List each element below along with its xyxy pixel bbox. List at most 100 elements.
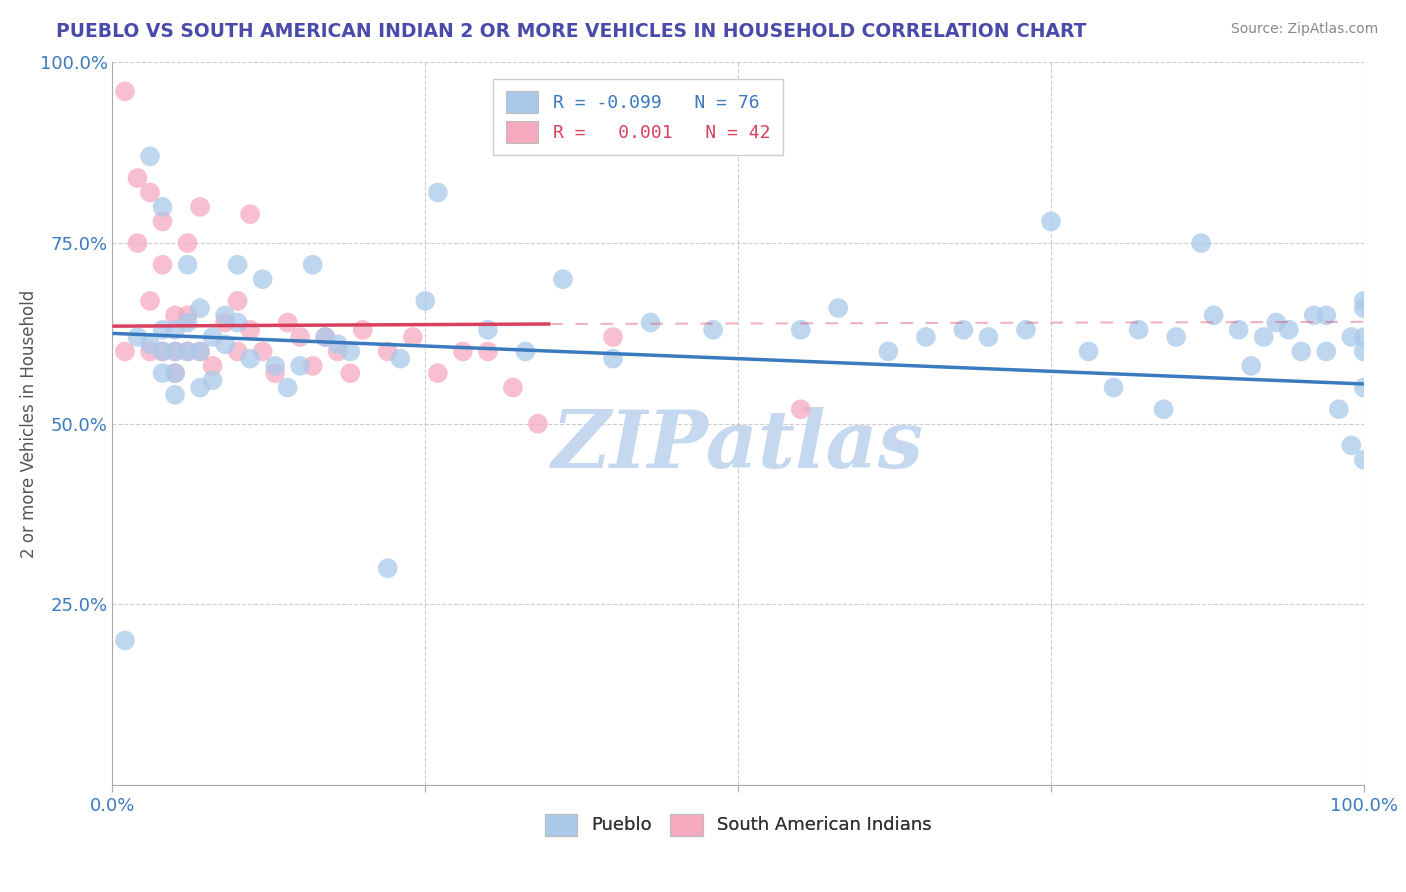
Point	[188, 344, 211, 359]
Point	[188, 301, 211, 315]
Point	[163, 366, 186, 380]
Point	[352, 323, 374, 337]
Point	[188, 380, 211, 394]
Point	[1291, 344, 1313, 359]
Point	[163, 388, 186, 402]
Point	[477, 344, 499, 359]
Point	[127, 171, 149, 186]
Point	[201, 373, 224, 387]
Point	[139, 149, 162, 163]
Point	[139, 293, 162, 308]
Point	[188, 200, 211, 214]
Point	[1202, 308, 1225, 322]
Point	[1227, 323, 1250, 337]
Text: Source: ZipAtlas.com: Source: ZipAtlas.com	[1230, 22, 1378, 37]
Y-axis label: 2 or more Vehicles in Household: 2 or more Vehicles in Household	[20, 290, 38, 558]
Point	[1315, 344, 1337, 359]
Point	[502, 380, 524, 394]
Point	[264, 359, 287, 373]
Point	[127, 235, 149, 250]
Point	[326, 337, 349, 351]
Point	[252, 272, 274, 286]
Point	[339, 366, 361, 380]
Point	[188, 344, 211, 359]
Point	[1102, 380, 1125, 394]
Point	[239, 351, 262, 366]
Point	[152, 200, 174, 214]
Point	[152, 323, 174, 337]
Point	[226, 293, 249, 308]
Point	[176, 344, 198, 359]
Point	[1164, 330, 1187, 344]
Point	[451, 344, 474, 359]
Point	[827, 301, 849, 315]
Point	[1128, 323, 1150, 337]
Point	[1189, 235, 1212, 250]
Point	[602, 351, 624, 366]
Point	[1340, 438, 1362, 452]
Point	[1253, 330, 1275, 344]
Point	[264, 366, 287, 380]
Point	[152, 258, 174, 272]
Point	[527, 417, 550, 431]
Point	[426, 366, 449, 380]
Point	[176, 344, 198, 359]
Point	[1353, 380, 1375, 394]
Point	[152, 366, 174, 380]
Point	[877, 344, 900, 359]
Point	[127, 330, 149, 344]
Point	[163, 308, 186, 322]
Point	[515, 344, 537, 359]
Point	[214, 308, 236, 322]
Point	[176, 258, 198, 272]
Point	[201, 359, 224, 373]
Point	[952, 323, 974, 337]
Point	[314, 330, 336, 344]
Point	[277, 316, 299, 330]
Point	[163, 344, 186, 359]
Point	[226, 316, 249, 330]
Point	[152, 344, 174, 359]
Point	[114, 344, 136, 359]
Point	[1302, 308, 1324, 322]
Point	[377, 561, 399, 575]
Point	[314, 330, 336, 344]
Point	[176, 316, 198, 330]
Point	[277, 380, 299, 394]
Point	[790, 402, 813, 417]
Point	[702, 323, 724, 337]
Point	[1353, 293, 1375, 308]
Point	[214, 316, 236, 330]
Point	[1015, 323, 1038, 337]
Point	[139, 337, 162, 351]
Point	[301, 258, 323, 272]
Point	[139, 186, 162, 200]
Point	[413, 293, 436, 308]
Point	[139, 344, 162, 359]
Point	[640, 316, 662, 330]
Point	[1353, 452, 1375, 467]
Point	[152, 344, 174, 359]
Point	[1265, 316, 1288, 330]
Point	[377, 344, 399, 359]
Point	[114, 633, 136, 648]
Point	[1340, 330, 1362, 344]
Point	[1353, 301, 1375, 315]
Point	[1240, 359, 1263, 373]
Point	[402, 330, 425, 344]
Point	[176, 235, 198, 250]
Point	[1077, 344, 1099, 359]
Point	[1153, 402, 1175, 417]
Point	[915, 330, 938, 344]
Point	[977, 330, 1000, 344]
Point	[1353, 344, 1375, 359]
Text: PUEBLO VS SOUTH AMERICAN INDIAN 2 OR MORE VEHICLES IN HOUSEHOLD CORRELATION CHAR: PUEBLO VS SOUTH AMERICAN INDIAN 2 OR MOR…	[56, 22, 1087, 41]
Point	[201, 330, 224, 344]
Point	[290, 359, 312, 373]
Point	[339, 344, 361, 359]
Point	[214, 337, 236, 351]
Point	[602, 330, 624, 344]
Point	[477, 323, 499, 337]
Text: ZIPatlas: ZIPatlas	[553, 407, 924, 484]
Legend: Pueblo, South American Indians: Pueblo, South American Indians	[531, 801, 945, 848]
